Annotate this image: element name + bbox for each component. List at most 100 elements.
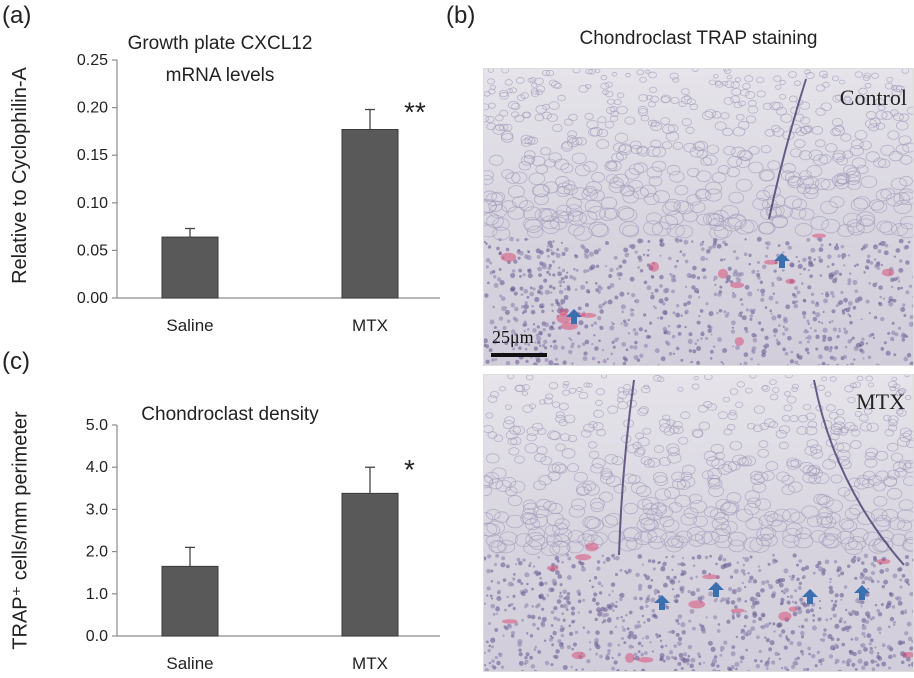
micrograph-control-tissue (660, 356, 666, 362)
micrograph-mtx-tissue (863, 553, 869, 559)
micrograph-mtx-tissue (580, 566, 586, 572)
micrograph-mtx-tissue (528, 564, 532, 568)
micrograph-control-cell (543, 181, 559, 194)
micrograph-control-tissue (621, 310, 625, 314)
micrograph-control-tissue (735, 276, 738, 280)
micrograph-control-tissue (822, 338, 826, 342)
micrograph-control-tissue (796, 355, 800, 359)
micrograph-control-tissue (547, 266, 552, 271)
micrograph-control-tissue (543, 278, 548, 283)
micrograph-control-tissue (820, 243, 824, 247)
micrograph-mtx-cell (854, 411, 863, 417)
micrograph-control-cell (856, 211, 876, 226)
micrograph-control-tissue (865, 342, 869, 345)
micrograph-control-cell (858, 87, 868, 95)
micrograph-control-tissue (541, 309, 545, 314)
micrograph-mtx-tissue (680, 589, 685, 594)
micrograph-mtx-cell (630, 481, 647, 494)
micrograph-mtx-tissue (764, 662, 770, 668)
micrograph-control-tissue (883, 250, 889, 256)
micrograph-control-tissue (551, 309, 554, 313)
micrograph-control-tissue (630, 312, 635, 317)
micrograph-mtx-tissue (846, 564, 851, 568)
micrograph-control-tissue (911, 304, 913, 308)
micrograph-mtx-tissue (765, 638, 770, 643)
micrograph-control-cell (727, 214, 747, 230)
micrograph-control-cell (650, 139, 662, 149)
micrograph-mtx-tissue (651, 559, 656, 564)
micrograph-mtx-tissue (885, 567, 890, 572)
micrograph-mtx-cell (854, 477, 870, 490)
micrograph-control-cell (667, 124, 679, 133)
micrograph-control-cell (505, 172, 521, 184)
micrograph-mtx-cell (680, 411, 691, 420)
micrograph-mtx-tissue (558, 594, 563, 599)
micrograph-control-cell (722, 217, 742, 232)
micrograph-mtx-cell (490, 540, 507, 554)
micrograph-mtx-cell (554, 464, 568, 474)
micrograph-mtx-tissue (843, 620, 847, 624)
micrograph-control-tissue (491, 358, 495, 362)
micrograph-mtx-tissue (599, 654, 603, 659)
micrograph-control-tissue (698, 296, 701, 299)
micrograph-mtx-cell (884, 428, 895, 437)
micrograph-mtx-tissue (872, 564, 876, 568)
micrograph-mtx-tissue (783, 592, 786, 595)
micrograph-mtx-cell (642, 427, 652, 435)
micrograph-control-cell (662, 201, 681, 216)
micrograph-control-tissue (743, 361, 748, 365)
micrograph-control-tissue (594, 346, 599, 351)
micrograph-mtx-cell (680, 512, 698, 526)
micrograph-mtx-cell (764, 510, 779, 522)
micrograph-control-tissue (810, 300, 815, 304)
micrograph-control-cell (567, 130, 578, 138)
micrograph-mtx-tissue (560, 633, 565, 638)
micrograph-control-tissue (558, 326, 562, 330)
micrograph-control-tissue (764, 254, 769, 258)
micrograph-control-tissue (536, 325, 540, 329)
micrograph-mtx-cell (747, 497, 761, 508)
micrograph-control-tissue (757, 288, 760, 292)
micrograph-control-tissue (882, 297, 886, 300)
micrograph-control-cell (566, 135, 577, 143)
micrograph-mtx-tissue (487, 554, 492, 559)
chart-a-ytick-label: 0.00 (77, 290, 108, 307)
micrograph-mtx-tissue (687, 589, 691, 594)
micrograph-control-tissue (859, 348, 863, 353)
micrograph-mtx-tissue (711, 658, 718, 664)
micrograph-control-tissue (487, 281, 490, 285)
micrograph-mtx-cell (847, 396, 856, 404)
micrograph-control-cell (855, 218, 876, 234)
micrograph-mtx-tissue (728, 587, 733, 592)
micrograph-control-cell (766, 203, 785, 218)
micrograph-mtx-tissue (861, 665, 866, 670)
micrograph-control-tissue (891, 330, 896, 335)
micrograph-control-tissue (644, 329, 648, 333)
micrograph-control-cell (591, 171, 605, 183)
micrograph-mtx-cell (592, 422, 604, 431)
micrograph-control-tissue (583, 253, 586, 256)
micrograph-mtx-tissue (526, 582, 529, 586)
micrograph-control-tissue (712, 237, 718, 243)
micrograph-control-cell (845, 170, 862, 183)
micrograph-control-tissue (673, 278, 677, 283)
micrograph-control-cell (760, 145, 772, 154)
micrograph-mtx-tissue (607, 649, 611, 653)
micrograph-mtx-tissue (758, 649, 762, 654)
micrograph-mtx-tissue (537, 616, 541, 620)
micrograph-mtx-cell (886, 487, 903, 500)
micrograph-control-tissue (484, 338, 488, 344)
micrograph-control-tissue (485, 242, 488, 245)
micrograph-mtx-tissue (562, 618, 566, 622)
micrograph-control-tissue (599, 309, 604, 314)
micrograph-mtx-tissue (626, 627, 630, 631)
micrograph-mtx-tissue (662, 561, 667, 567)
micrograph-mtx-tissue (870, 618, 873, 621)
micrograph-control-cell (790, 207, 807, 220)
micrograph-control-cell (534, 208, 553, 222)
micrograph-control-cell (747, 99, 757, 107)
micrograph-mtx-tissue (492, 665, 497, 670)
micrograph-mtx-tissue (530, 614, 536, 620)
micrograph-control-cell (862, 75, 871, 81)
micrograph-control-tissue (709, 357, 713, 360)
